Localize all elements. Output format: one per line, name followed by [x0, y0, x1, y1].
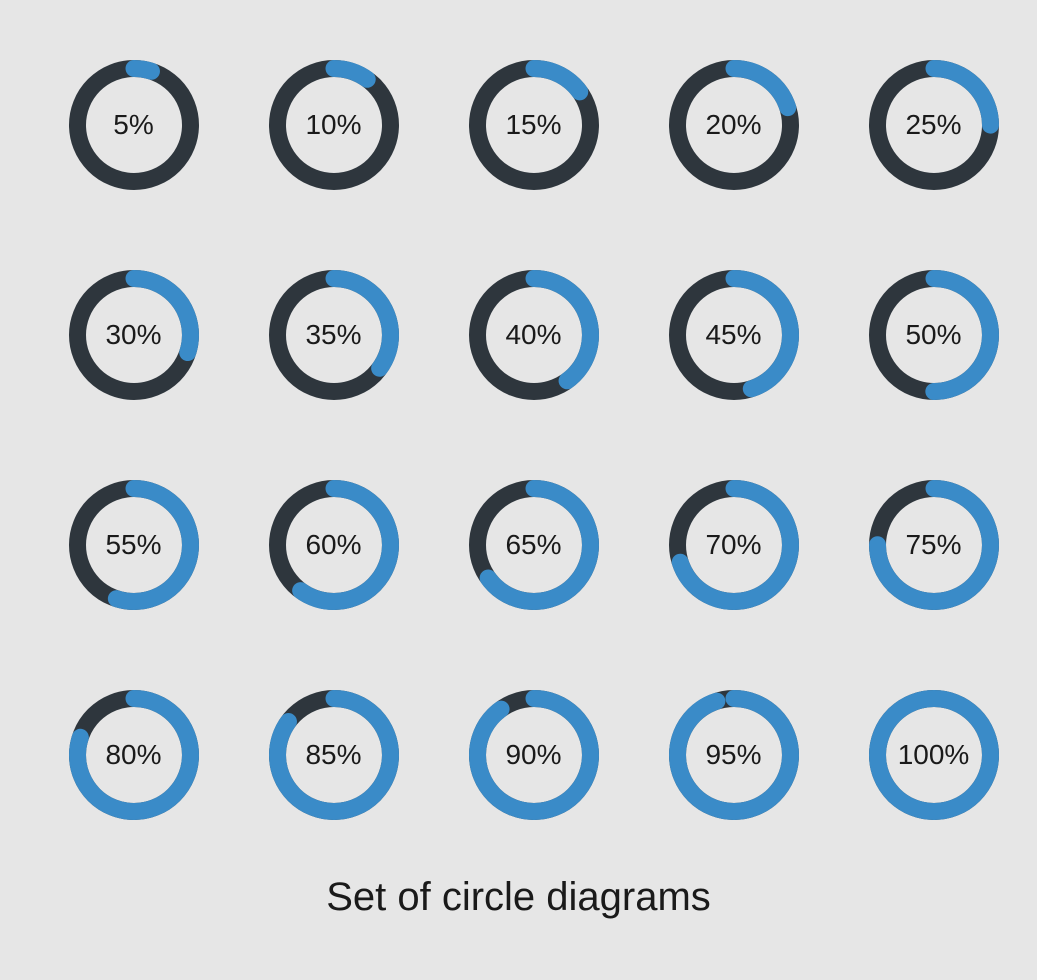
progress-ring: 80%: [69, 690, 199, 820]
ring-label: 100%: [898, 739, 970, 771]
ring-label: 50%: [905, 319, 961, 351]
progress-ring: 45%: [669, 270, 799, 400]
caption: Set of circle diagrams: [326, 875, 711, 920]
progress-ring: 75%: [869, 480, 999, 610]
ring-label: 20%: [705, 109, 761, 141]
progress-ring: 85%: [269, 690, 399, 820]
progress-ring: 10%: [269, 60, 399, 190]
progress-ring: 70%: [669, 480, 799, 610]
progress-ring: 50%: [869, 270, 999, 400]
progress-ring: 15%: [469, 60, 599, 190]
ring-label: 55%: [105, 529, 161, 561]
ring-label: 30%: [105, 319, 161, 351]
ring-label: 80%: [105, 739, 161, 771]
ring-label: 95%: [705, 739, 761, 771]
progress-ring-grid: 5% 10% 15% 20% 25% 30% 35% 40% 45% 50% 55% 60% 65% 70…: [69, 60, 969, 820]
progress-ring: 100%: [869, 690, 999, 820]
ring-label: 85%: [305, 739, 361, 771]
progress-ring: 35%: [269, 270, 399, 400]
ring-label: 15%: [505, 109, 561, 141]
progress-ring: 25%: [869, 60, 999, 190]
progress-ring: 55%: [69, 480, 199, 610]
progress-ring: 60%: [269, 480, 399, 610]
progress-ring: 40%: [469, 270, 599, 400]
ring-label: 35%: [305, 319, 361, 351]
ring-label: 10%: [305, 109, 361, 141]
progress-ring: 95%: [669, 690, 799, 820]
ring-label: 45%: [705, 319, 761, 351]
progress-ring: 5%: [69, 60, 199, 190]
ring-label: 65%: [505, 529, 561, 561]
progress-ring: 30%: [69, 270, 199, 400]
ring-label: 40%: [505, 319, 561, 351]
progress-ring: 65%: [469, 480, 599, 610]
ring-label: 75%: [905, 529, 961, 561]
ring-label: 5%: [113, 109, 153, 141]
ring-label: 90%: [505, 739, 561, 771]
progress-ring: 20%: [669, 60, 799, 190]
ring-label: 25%: [905, 109, 961, 141]
ring-label: 70%: [705, 529, 761, 561]
ring-label: 60%: [305, 529, 361, 561]
progress-ring: 90%: [469, 690, 599, 820]
